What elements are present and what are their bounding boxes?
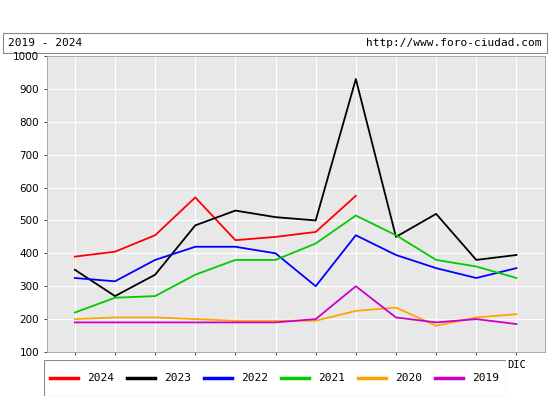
Text: 2019: 2019	[472, 373, 499, 383]
FancyBboxPatch shape	[44, 360, 506, 396]
Text: Evolucion Nº Turistas Extranjeros en el municipio de Guareña: Evolucion Nº Turistas Extranjeros en el …	[13, 8, 537, 24]
Text: 2021: 2021	[318, 373, 345, 383]
FancyBboxPatch shape	[3, 33, 547, 53]
Text: 2022: 2022	[241, 373, 268, 383]
Text: 2019 - 2024: 2019 - 2024	[8, 38, 82, 48]
Text: 2020: 2020	[395, 373, 422, 383]
Text: 2023: 2023	[164, 373, 191, 383]
Text: 2024: 2024	[87, 373, 114, 383]
Text: http://www.foro-ciudad.com: http://www.foro-ciudad.com	[366, 38, 542, 48]
